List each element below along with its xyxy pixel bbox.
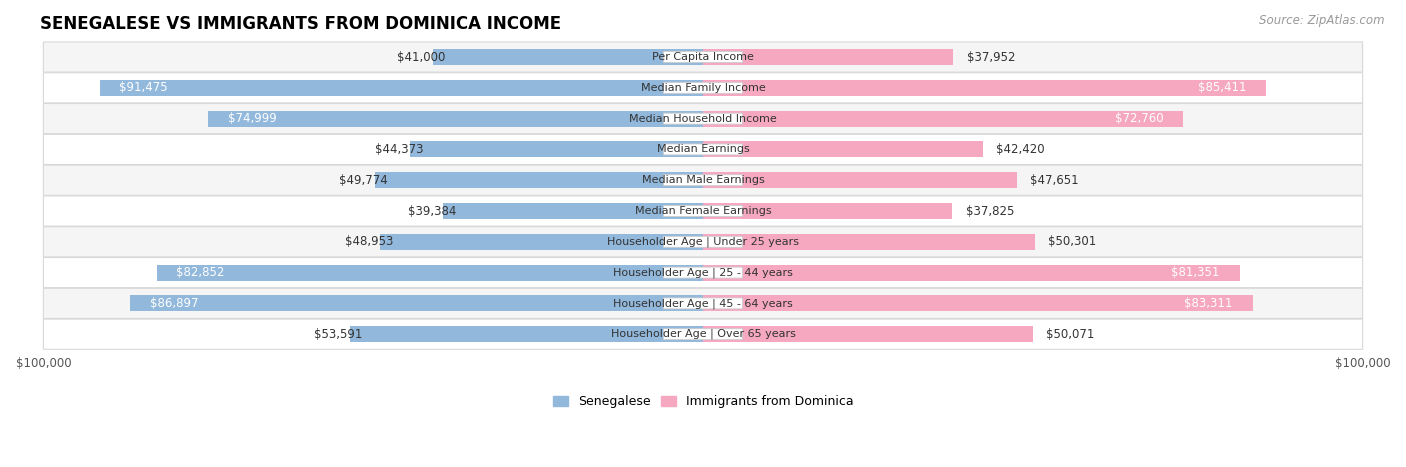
Text: Median Male Earnings: Median Male Earnings — [641, 175, 765, 185]
Text: Median Earnings: Median Earnings — [657, 144, 749, 155]
Text: $50,301: $50,301 — [1047, 235, 1097, 248]
Bar — [703, 203, 952, 219]
FancyBboxPatch shape — [44, 196, 1362, 226]
Text: Per Capita Income: Per Capita Income — [652, 52, 754, 62]
Legend: Senegalese, Immigrants from Dominica: Senegalese, Immigrants from Dominica — [548, 390, 858, 413]
Text: $85,411: $85,411 — [1198, 81, 1247, 94]
Text: Householder Age | 25 - 44 years: Householder Age | 25 - 44 years — [613, 267, 793, 278]
Bar — [703, 111, 1182, 127]
FancyBboxPatch shape — [664, 205, 742, 217]
Text: SENEGALESE VS IMMIGRANTS FROM DOMINICA INCOME: SENEGALESE VS IMMIGRANTS FROM DOMINICA I… — [41, 15, 561, 33]
Text: $42,420: $42,420 — [995, 143, 1045, 156]
Text: $39,384: $39,384 — [408, 205, 457, 218]
Bar — [703, 265, 1240, 281]
Text: Householder Age | Over 65 years: Householder Age | Over 65 years — [610, 329, 796, 340]
FancyBboxPatch shape — [664, 267, 742, 278]
FancyBboxPatch shape — [44, 319, 1362, 349]
Text: $74,999: $74,999 — [228, 112, 277, 125]
Text: $50,071: $50,071 — [1046, 328, 1095, 341]
FancyBboxPatch shape — [664, 329, 742, 340]
Text: $41,000: $41,000 — [398, 50, 446, 64]
Bar — [380, 234, 703, 250]
Bar — [703, 234, 1035, 250]
Text: $47,651: $47,651 — [1031, 174, 1080, 187]
FancyBboxPatch shape — [44, 257, 1362, 288]
FancyBboxPatch shape — [44, 104, 1362, 134]
Bar — [433, 49, 703, 65]
FancyBboxPatch shape — [664, 82, 742, 93]
FancyBboxPatch shape — [44, 288, 1362, 318]
FancyBboxPatch shape — [44, 165, 1362, 195]
FancyBboxPatch shape — [664, 51, 742, 63]
Bar — [350, 326, 703, 342]
FancyBboxPatch shape — [664, 236, 742, 248]
Text: $49,774: $49,774 — [339, 174, 388, 187]
Text: $37,952: $37,952 — [966, 50, 1015, 64]
Text: $53,591: $53,591 — [315, 328, 363, 341]
FancyBboxPatch shape — [664, 175, 742, 186]
Bar — [703, 296, 1253, 311]
Bar — [703, 142, 983, 157]
Bar — [208, 111, 703, 127]
Bar — [374, 172, 703, 188]
Text: $81,351: $81,351 — [1171, 266, 1220, 279]
Text: Median Household Income: Median Household Income — [628, 113, 778, 124]
FancyBboxPatch shape — [44, 226, 1362, 257]
Text: $48,953: $48,953 — [344, 235, 394, 248]
Text: $44,373: $44,373 — [375, 143, 423, 156]
FancyBboxPatch shape — [44, 42, 1362, 72]
Text: $72,760: $72,760 — [1115, 112, 1163, 125]
Text: Householder Age | 45 - 64 years: Householder Age | 45 - 64 years — [613, 298, 793, 309]
Text: $86,897: $86,897 — [149, 297, 198, 310]
FancyBboxPatch shape — [664, 144, 742, 155]
Bar — [129, 296, 703, 311]
Bar — [703, 80, 1267, 96]
FancyBboxPatch shape — [44, 73, 1362, 103]
Text: $37,825: $37,825 — [966, 205, 1014, 218]
FancyBboxPatch shape — [44, 134, 1362, 164]
Bar — [443, 203, 703, 219]
Text: Median Female Earnings: Median Female Earnings — [634, 206, 772, 216]
Text: Median Family Income: Median Family Income — [641, 83, 765, 93]
Bar — [156, 265, 703, 281]
Bar — [100, 80, 703, 96]
Text: Householder Age | Under 25 years: Householder Age | Under 25 years — [607, 237, 799, 247]
Bar — [703, 172, 1018, 188]
Text: Source: ZipAtlas.com: Source: ZipAtlas.com — [1260, 14, 1385, 27]
Text: $91,475: $91,475 — [120, 81, 169, 94]
Bar — [703, 49, 953, 65]
FancyBboxPatch shape — [664, 113, 742, 124]
Bar — [703, 326, 1033, 342]
Bar — [411, 142, 703, 157]
Text: $82,852: $82,852 — [176, 266, 225, 279]
Text: $83,311: $83,311 — [1184, 297, 1233, 310]
FancyBboxPatch shape — [664, 298, 742, 309]
